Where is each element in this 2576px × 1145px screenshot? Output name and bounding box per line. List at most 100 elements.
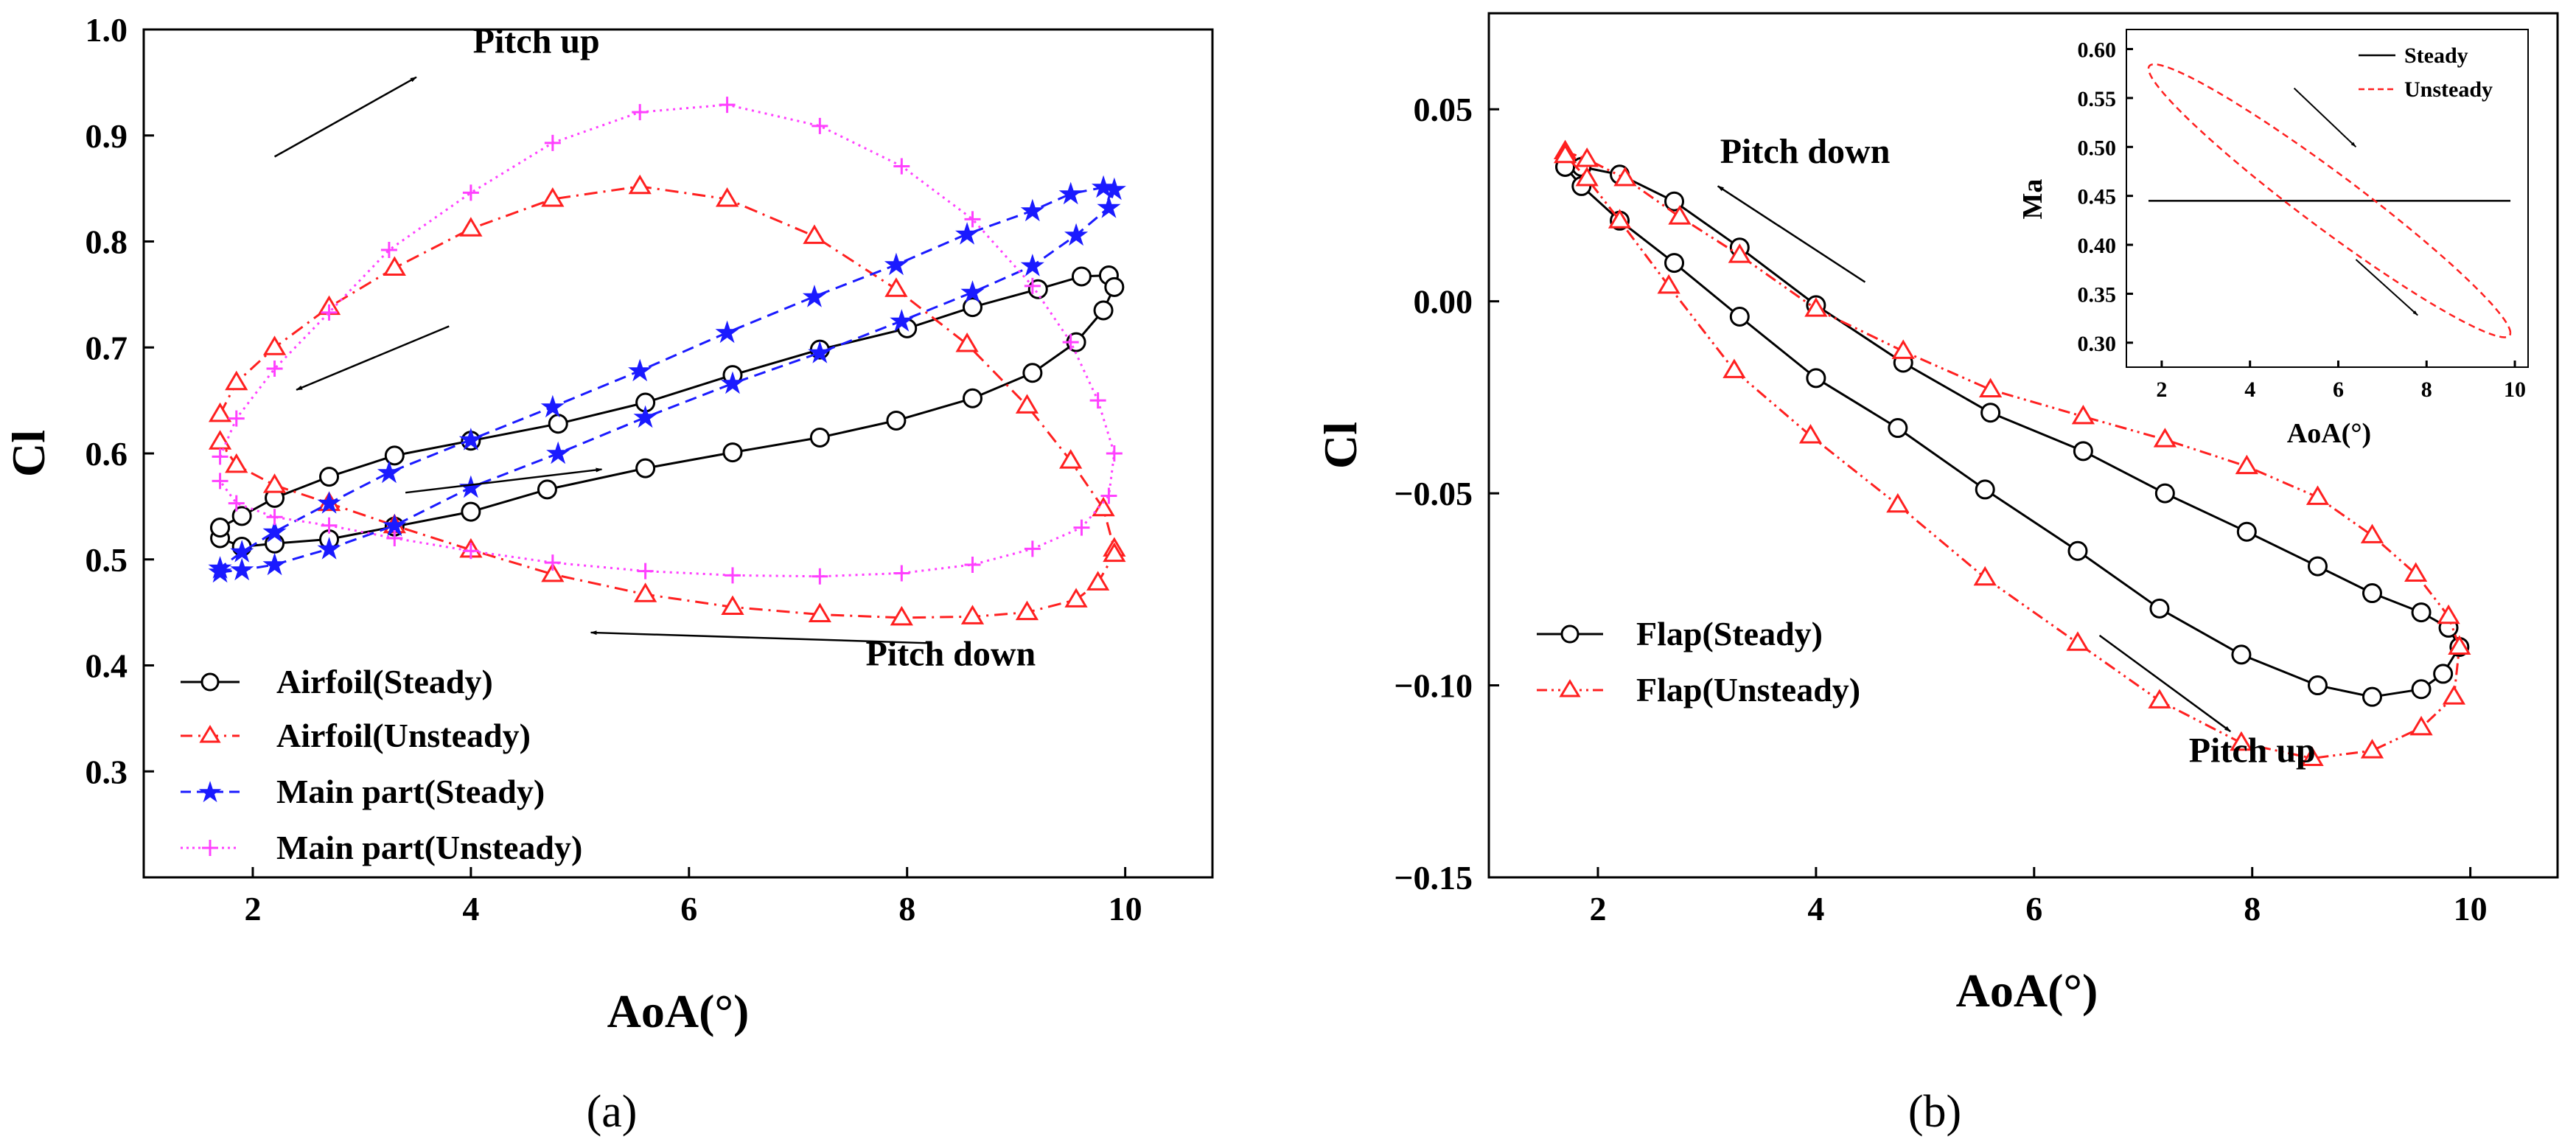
b-flap-steady-marker-12	[2362, 583, 2382, 604]
inset-y-tick-label: 0.60	[2078, 38, 2117, 63]
b-y-tick-label: −0.10	[1394, 667, 1473, 705]
b-flap-steady-marker-18	[2362, 686, 2382, 707]
a-main-part-unsteady-marker-8	[719, 97, 736, 114]
b-flap-steady-marker-11	[2307, 556, 2328, 577]
a-airfoil-unsteady-marker-12	[1015, 394, 1039, 414]
b-flap-unsteady-marker-20	[2230, 731, 2253, 751]
a-annotation-arrow-3	[405, 467, 603, 494]
a-series-line-airfoil-steady	[219, 274, 1116, 548]
a-series-markers-main-part-steady: ★★ ★ ★★★★★★★★★★★★★★★★★★★★★★★★★★★★	[206, 171, 1128, 590]
a-y-tick-label: 0.9	[85, 117, 128, 155]
a-airfoil-unsteady-marker-16	[1103, 542, 1126, 563]
legend-entry-flap-steady: Flap(Steady)	[1537, 615, 1823, 652]
a-main-part-unsteady-marker-24	[544, 554, 561, 571]
b-flap-unsteady-marker-26	[1722, 358, 1746, 378]
a-main-part-steady-marker-9: ★	[806, 336, 834, 370]
b-flap-unsteady-marker-6	[1891, 339, 1915, 359]
b-flap-unsteady-marker-4	[1728, 243, 1751, 263]
a-annotation-arrow-2	[296, 325, 450, 391]
a-x-tick-label: 10	[1109, 890, 1142, 928]
legend-marker-flap-steady	[1560, 624, 1580, 644]
b-flap-unsteady-marker-28	[1608, 209, 1632, 229]
inset-legend: Steady Unsteady	[2359, 43, 2493, 102]
a-main-part-steady-marker-23: ★	[626, 355, 654, 389]
a-annotation-text-0: Pitch up	[473, 22, 600, 61]
a-series-markers-main-part-unsteady	[212, 97, 1123, 585]
a-main-part-unsteady-marker-9	[811, 117, 828, 134]
a-main-part-steady-marker-24: ★	[539, 391, 567, 425]
a-series-markers-airfoil-unsteady	[208, 174, 1126, 626]
inset-x-axis-title: AoA(°)	[2287, 418, 2371, 449]
a-main-part-unsteady-marker-3	[321, 304, 338, 321]
inset-y-tick-label: 0.40	[2078, 234, 2117, 258]
legend-entry-main-steady: ★ Main part(Steady)	[181, 773, 545, 810]
a-main-part-unsteady-marker-27	[321, 517, 338, 534]
inset-legend-label-unsteady: Unsteady	[2404, 77, 2493, 102]
a-main-part-unsteady-marker-1	[228, 410, 245, 427]
axes-a: 2 4 6 8 10 0.3 0.4 0.5 0.6 0.7 0.8 0.9 1.0	[85, 11, 1142, 928]
inset-series-line-unsteady	[2147, 63, 2512, 338]
a-main-part-unsteady-marker-29	[228, 495, 245, 512]
b-y-tick-label: −0.15	[1394, 859, 1473, 897]
a-main-part-steady-marker-16: ★	[1089, 171, 1117, 205]
a-x-tick-label: 8	[898, 890, 915, 928]
inset-x-tick-label: 10	[2504, 377, 2526, 402]
a-main-part-unsteady-marker-4	[380, 242, 397, 258]
a-airfoil-steady-marker-10	[897, 318, 918, 338]
b-flap-steady-marker-9	[2154, 483, 2175, 504]
b-flap-steady-marker-23	[1975, 479, 1995, 500]
a-y-tick-label: 0.7	[85, 329, 128, 366]
b-x-tick-label: 10	[2454, 890, 2488, 928]
a-airfoil-unsteady-marker-31	[208, 430, 232, 450]
a-main-part-steady-marker-8: ★	[719, 367, 747, 401]
b-flap-steady-marker-22	[2067, 540, 2088, 561]
a-annotation-text-1: Pitch down	[866, 635, 1036, 674]
b-flap-unsteady-marker-27	[1657, 274, 1680, 294]
a-y-tick-label: 0.8	[85, 223, 128, 261]
inset-x-tick-label: 8	[2421, 377, 2432, 402]
b-flap-unsteady-marker-16	[2442, 685, 2466, 705]
a-main-part-unsteady-marker-21	[811, 568, 828, 585]
b-flap-steady-marker-13	[2411, 602, 2432, 623]
a-main-part-steady-marker-14: ★	[1095, 192, 1123, 226]
a-airfoil-unsteady-marker-9	[803, 224, 826, 244]
a-main-part-steady-marker-6: ★	[544, 437, 572, 471]
a-airfoil-unsteady-marker-19	[1015, 600, 1039, 621]
b-flap-unsteady-marker-29	[1575, 167, 1599, 187]
b-x-tick-label: 2	[1589, 890, 1606, 928]
a-main-part-unsteady-marker-0	[212, 448, 228, 465]
a-main-part-unsteady-marker-17	[1073, 519, 1090, 536]
a-main-part-unsteady-marker-11	[964, 211, 981, 228]
a-main-part-steady-marker-17: ★	[1057, 178, 1085, 212]
a-main-part-unsteady-marker-28	[266, 509, 283, 526]
a-airfoil-steady-marker-19	[962, 388, 982, 408]
b-flap-unsteady-marker-10	[2235, 454, 2258, 475]
a-main-part-unsteady-marker-16	[1100, 487, 1117, 504]
legend-entry-airfoil-unsteady: Airfoil(Unsteady)	[181, 717, 531, 754]
b-flap-unsteady-marker-11	[2306, 485, 2330, 505]
series-group-a: ★★ ★ ★★★★★★★★★★★★★★★★★★★★★★★★★★★★	[206, 97, 1128, 626]
a-airfoil-unsteady-marker-1	[225, 370, 248, 391]
y-axis-title-b: Cl	[1314, 422, 1366, 469]
a-main-part-steady-marker-7: ★	[632, 401, 660, 435]
series-group-b	[1553, 139, 2471, 767]
b-flap-steady-marker-21	[2149, 598, 2170, 619]
b-flap-steady-marker-17	[2411, 679, 2432, 700]
a-main-part-steady-marker-25: ★	[457, 423, 485, 457]
a-airfoil-unsteady-marker-17	[1086, 571, 1110, 591]
chart-panel-b: 2 4 6 8 10 −0.15 −0.10 −0.05 0.00 0.05 Pitch down…	[1314, 12, 2559, 1137]
a-main-part-unsteady-marker-20	[893, 565, 910, 582]
inset-x-tick-label: 2	[2156, 377, 2167, 402]
b-flap-steady-marker-16	[2433, 664, 2454, 684]
panel-label-a: (a)	[587, 1087, 638, 1137]
b-annotation-arrow-1	[2098, 634, 2231, 733]
b-flap-unsteady-marker-22	[2066, 631, 2090, 651]
legend-marker-flap-unsteady	[1559, 679, 1581, 697]
a-main-part-steady-marker-10: ★	[887, 304, 915, 338]
b-flap-unsteady-marker-1	[1575, 147, 1599, 167]
a-airfoil-unsteady-marker-23	[721, 595, 744, 615]
a-main-part-steady-marker-1: ★	[228, 554, 256, 588]
inset-x-tick-label: 4	[2244, 377, 2255, 402]
b-flap-unsteady-marker-24	[1886, 493, 1910, 513]
a-airfoil-unsteady-marker-13	[1059, 449, 1083, 469]
